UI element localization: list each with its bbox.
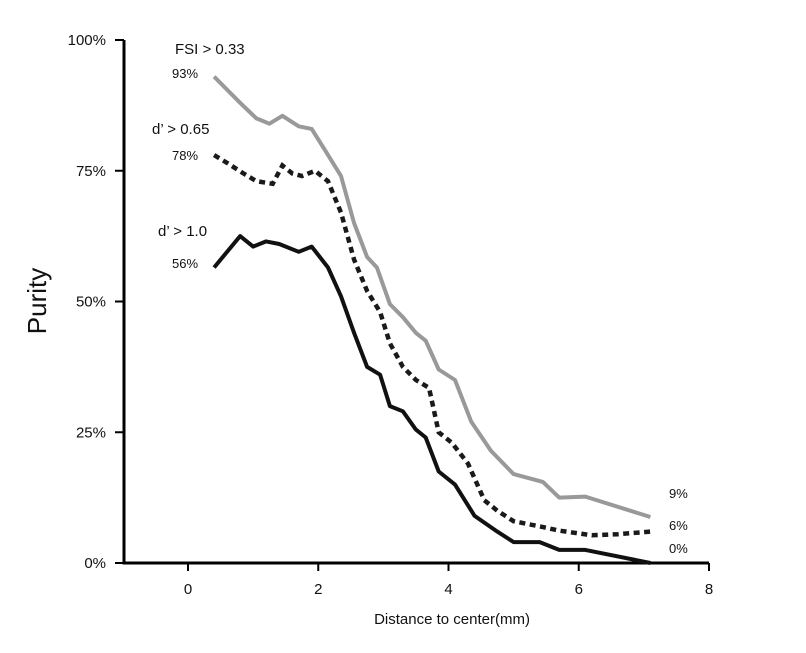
series-end-value-label: 0% xyxy=(669,541,688,556)
x-tick-label: 4 xyxy=(444,581,452,598)
d-prime-10-series-line xyxy=(212,234,651,565)
series-end-value-label: 9% xyxy=(669,486,688,501)
y-tick-label: 0% xyxy=(84,555,106,572)
series-name-label: FSI > 0.33 xyxy=(175,41,245,58)
fsi-series-line xyxy=(212,75,651,519)
y-tick-label: 75% xyxy=(76,163,106,180)
x-tick-label: 0 xyxy=(184,581,192,598)
y-tick-label: 25% xyxy=(76,424,106,441)
y-tick-label: 50% xyxy=(76,294,106,311)
x-tick-label: 2 xyxy=(314,581,322,598)
d-prime-065-series-line xyxy=(212,153,651,538)
x-axis-title: Distance to center(mm) xyxy=(374,611,530,628)
y-ticks: 0% 25% 50% 75% 100% xyxy=(68,32,124,572)
y-tick-label: 100% xyxy=(68,32,106,49)
y-axis-title: Purity xyxy=(22,268,52,334)
axes: 0% 25% 50% 75% 100% 0 2 4 6 8 xyxy=(68,32,714,598)
series-end-value-label: 6% xyxy=(669,518,688,533)
series-start-value-label: 78% xyxy=(172,148,198,163)
series-start-value-label: 56% xyxy=(172,256,198,271)
series-layer xyxy=(212,75,651,565)
x-tick-label: 8 xyxy=(705,581,713,598)
series-name-label: d’ > 1.0 xyxy=(158,223,207,240)
series-start-value-label: 93% xyxy=(172,66,198,81)
series-name-label: d’ > 0.65 xyxy=(152,121,209,138)
x-ticks: 0 2 4 6 8 xyxy=(184,563,713,598)
series-labels: FSI > 0.33 93% 9% d’ > 0.65 78% 6% d’ > 1.0 56%… xyxy=(152,41,688,556)
x-tick-label: 6 xyxy=(575,581,583,598)
